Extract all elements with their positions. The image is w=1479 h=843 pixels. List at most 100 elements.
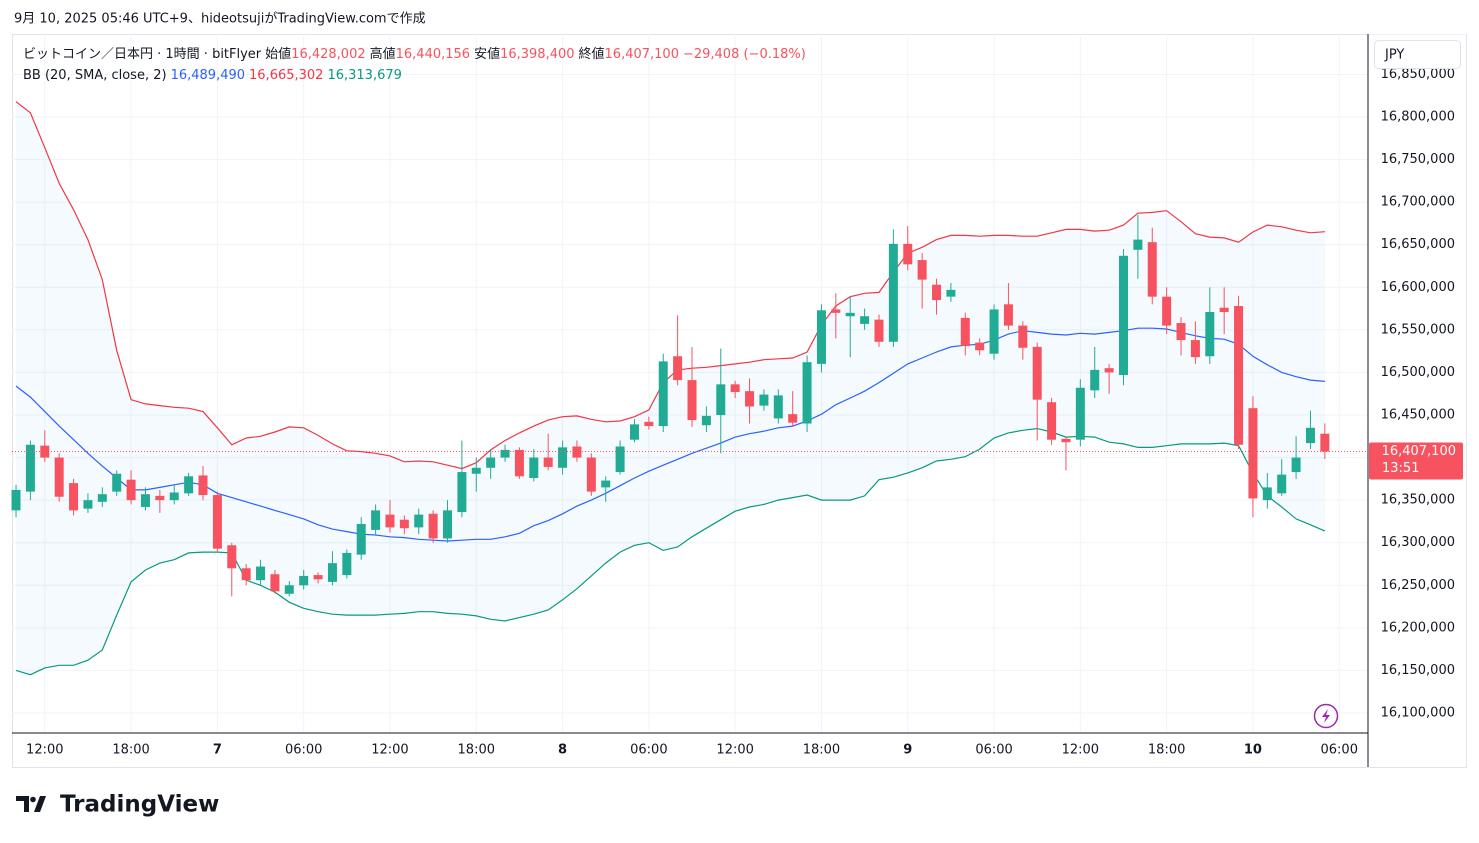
y-tick-label: 16,200,000 <box>1381 620 1455 635</box>
candle-body <box>500 449 510 458</box>
candle-body <box>140 494 150 507</box>
y-tick-label: 16,750,000 <box>1381 152 1455 167</box>
x-tick-label: 9 <box>903 743 912 758</box>
candle-body <box>773 395 783 419</box>
candle-body <box>816 310 826 364</box>
x-tick-label: 18:00 <box>803 743 840 758</box>
brand-name: TradingView <box>60 792 219 818</box>
candle-body <box>572 446 582 458</box>
candle-body <box>457 472 467 513</box>
candle-body <box>1104 368 1114 373</box>
candle-body <box>428 513 438 539</box>
candle-body <box>155 495 165 501</box>
countdown: 13:51 <box>1382 461 1419 476</box>
symbol-title: ビットコイン／日本円 · 1時間 · bitFlyer <box>23 47 262 62</box>
candle-body <box>802 362 812 424</box>
candle-body <box>558 447 568 468</box>
legend: ビットコイン／日本円 · 1時間 · bitFlyer 始値16,428,002 高… <box>23 44 810 86</box>
x-tick-label: 12:00 <box>716 743 753 758</box>
y-tick-label: 16,150,000 <box>1381 663 1455 678</box>
candle-body <box>845 312 855 317</box>
candle-body <box>256 566 266 581</box>
candle-body <box>399 519 409 529</box>
ohlc-key: 安値 <box>474 47 501 62</box>
candle-body <box>1320 433 1330 452</box>
ohlc-value: 16,407,100 <box>604 47 679 62</box>
candle-body <box>831 309 841 313</box>
ohlc-key: 始値 <box>265 47 292 62</box>
candle-body <box>54 457 64 497</box>
candle-body <box>960 317 970 347</box>
candle-body <box>1291 457 1301 473</box>
lightning-icon <box>1313 703 1339 729</box>
candle-body <box>1162 296 1172 326</box>
candle-body <box>385 514 395 528</box>
y-tick-label: 16,450,000 <box>1381 408 1455 423</box>
candle-body <box>212 495 222 549</box>
ohlc-key: 高値 <box>369 47 396 62</box>
candle-body <box>543 457 553 467</box>
candle-body <box>745 391 755 407</box>
candle-body <box>1205 311 1215 357</box>
x-tick-label: 18:00 <box>112 743 149 758</box>
candle-body <box>1018 325 1028 348</box>
candle-body <box>730 384 740 393</box>
candle-body <box>716 384 726 416</box>
candle-body <box>471 467 481 474</box>
y-tick-label: 16,800,000 <box>1381 110 1455 125</box>
candle-body <box>241 568 251 581</box>
price-axis-bg <box>1368 34 1466 734</box>
y-tick-label: 16,300,000 <box>1381 535 1455 550</box>
candle-body <box>759 394 769 406</box>
candle-body <box>414 514 424 528</box>
candle-body <box>1061 438 1071 443</box>
candle-body <box>903 243 913 265</box>
candle-body <box>40 445 50 458</box>
last-price-label: 16,407,100 <box>1382 444 1456 459</box>
x-tick-label: 10 <box>1244 743 1262 758</box>
candle-body <box>443 510 453 539</box>
band-line-basis <box>15 327 1325 542</box>
candle-body <box>701 415 711 426</box>
x-tick-label: 06:00 <box>975 743 1012 758</box>
x-tick-label: 06:00 <box>285 743 322 758</box>
candle-body <box>1219 307 1229 312</box>
candle-body <box>1277 474 1287 494</box>
x-tick-label: 06:00 <box>630 743 667 758</box>
candle-body <box>615 446 625 473</box>
x-tick-label: 18:00 <box>458 743 495 758</box>
y-tick-label: 16,500,000 <box>1381 365 1455 380</box>
candle-body <box>629 424 639 440</box>
candle-body <box>11 489 21 511</box>
candle-body <box>888 243 898 342</box>
candle-body <box>284 585 294 594</box>
legend-main: ビットコイン／日本円 · 1時間 · bitFlyer 始値16,428,002 高… <box>23 44 810 65</box>
candle-body <box>658 361 668 427</box>
y-tick-label: 16,550,000 <box>1381 322 1455 337</box>
ohlc-key: 終値 <box>578 47 605 62</box>
chart-frame <box>12 34 1467 768</box>
candle-body <box>327 563 337 582</box>
x-tick-label: 8 <box>558 743 567 758</box>
x-tick-label: 18:00 <box>1148 743 1185 758</box>
candle-body <box>97 494 107 502</box>
last-price-tag <box>1369 442 1463 480</box>
candle-body <box>356 523 366 555</box>
candle-body <box>486 457 496 468</box>
candle-body <box>371 510 381 530</box>
created-note: 9月 10, 2025 05:46 UTC+9、hideotsujiがTradi… <box>14 12 426 27</box>
candle-body <box>227 545 237 569</box>
candle-body <box>644 421 654 427</box>
ohlc-value: 16,398,400 <box>500 47 575 62</box>
x-tick-label: 7 <box>213 743 222 758</box>
candle-body <box>1047 402 1057 440</box>
candle-body <box>342 552 352 576</box>
y-tick-label: 16,850,000 <box>1381 67 1455 82</box>
candle-body <box>126 479 136 501</box>
candle-body <box>1075 387 1085 440</box>
currency-box <box>1374 40 1461 69</box>
change: −29,408 (−0.18%) <box>682 47 806 62</box>
y-tick-label: 16,250,000 <box>1381 578 1455 593</box>
